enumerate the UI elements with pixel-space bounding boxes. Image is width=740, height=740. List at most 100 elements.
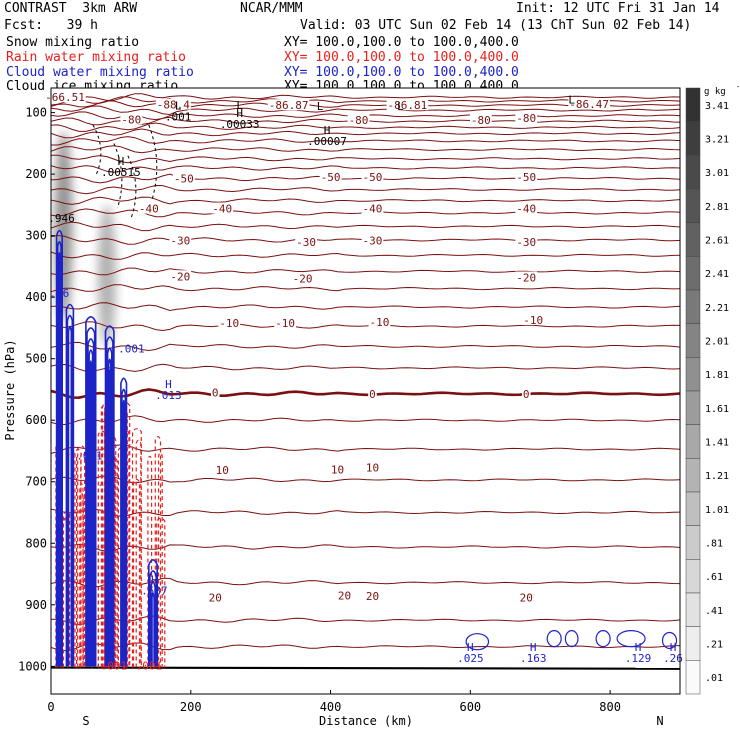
cloud-water-contour-9 [87,338,95,667]
temperature-label-26: -10 [370,316,390,329]
extremum-symbol-3: L [317,100,324,113]
temperature-contour-7 [51,128,680,139]
extremum-symbol-2: H [236,107,243,120]
extremum-value-7: .00515 [101,166,141,179]
extremum-symbol-13: H [151,573,158,586]
temperature-contour-29 [51,508,680,517]
rain-contour-26 [132,478,141,668]
temperature-label-bg-19 [361,234,384,246]
cloud-water-contour-0 [55,229,63,667]
colorbar-label-0: 3.41 [705,101,729,112]
temperature-label-bg-6 [347,113,370,125]
colorbar-box-0 [685,87,701,122]
colorbar-label-12: 1.01 [705,505,729,516]
extremum-value-17: .26 [663,652,683,665]
extremum-value-13: .587 [141,584,168,597]
field-xy-cloud-water: XY= 100.0,100.0 to 100.0,400.0 [284,65,519,80]
temperature-label-bg-13 [137,202,160,214]
temperature-label-bg-28 [210,386,220,398]
extremum-value-0: .001 [165,111,192,124]
temperature-label-22: -20 [293,273,313,286]
temperature-label-bg-4 [568,97,610,109]
extremum-value-19: .001 [136,659,163,672]
model-title: CONTRAST 3km ARW [4,1,138,16]
rain-contour-29 [131,428,142,668]
temperature-label-3: -86.81 [388,99,428,112]
colorbar-box-14 [685,559,701,594]
colorbar-box-16 [685,626,701,661]
temperature-contour-30 [51,543,680,552]
cloud-water-contour-16 [107,358,112,667]
extremum-symbol-0: L [175,100,182,113]
temperature-contour-25 [51,388,680,400]
temperature-label-bg-11 [361,171,384,183]
temperature-label-29: 0 [369,388,376,401]
temperature-label-30: 0 [523,388,530,401]
temperature-label-16: -40 [516,203,536,216]
temperature-label-0: -66.51 [45,91,85,104]
compass-north: N [656,714,663,728]
extremum-symbol-1: L [236,99,243,112]
colorbar-label-2: 3.01 [705,168,729,179]
cloud-ice-contour-2 [127,155,137,218]
temperature-contour-10 [51,154,680,164]
temperature-label-35: 20 [338,590,351,603]
temperature-label-bg-17 [169,234,192,246]
colorbar-box-1 [685,121,701,156]
temperature-label-9: -50 [174,172,194,185]
colorbar-box-11 [685,458,701,493]
temperature-label-bg-5 [120,113,143,125]
cloud-water-contour-19 [121,388,127,667]
temperature-label-31: 10 [216,464,229,477]
temperature-label-bg-14 [211,202,234,214]
cloud-water-contour-5 [66,314,74,667]
rain-contour-15 [147,455,153,668]
x-tick-label-2: 400 [320,700,342,714]
extremum-value-10: .001 [118,343,145,356]
cloud-water-contour-4 [65,303,75,667]
temperature-label-bg-26 [368,315,391,327]
temperature-label-bg-3 [386,99,429,111]
init-time: Init: 12 UTC Fri 31 Jan 14 [516,1,720,16]
temperature-label-bg-31 [214,464,230,476]
colorbar-box-13 [685,525,701,560]
x-tick-label-3: 600 [459,700,481,714]
temperature-label-bg-21 [169,270,192,282]
temperature-label-bg-22 [291,272,314,284]
field-name-cloud-water: Cloud water mixing ratio [6,65,194,80]
extremum-symbol-11: H [165,378,172,391]
cloud-water-contour-11 [89,360,93,667]
temperature-contour-26 [51,415,680,426]
cloud-water-contour-21 [148,559,158,667]
cloud-water-cell-4 [616,630,646,648]
temperature-label-14: -40 [212,203,232,216]
colorbar-box-12 [685,491,701,526]
temperature-label-bg-12 [515,171,538,183]
cloud-water-contour-12 [89,371,92,667]
cloud-water-contour-15 [106,347,113,667]
snow-plume-1 [97,204,116,347]
temperature-label-19: -30 [363,235,383,248]
colorbar-box-4 [685,222,701,257]
colorbar-label-9: 1.61 [705,404,729,415]
x-tick-label-1: 200 [180,700,202,714]
rain-contour-28 [77,445,86,668]
cloud-ice-contour-1 [113,143,123,209]
temperature-label-bg-7 [469,113,492,125]
cloud-water-contour-22 [149,570,157,667]
colorbar-box-8 [685,357,701,392]
cloud-water-cell-2 [564,630,579,648]
temperature-label-28: 0 [212,387,219,400]
temperature-label-bg-34 [207,591,223,603]
temperature-label-bg-35 [336,589,353,601]
colorbar-label-17: .01 [705,673,723,684]
temperature-contour-6 [51,122,680,132]
temperature-label-bg-1 [155,98,191,110]
temperature-label-24: -10 [219,317,239,330]
colorbar-label-10: 1.41 [705,438,729,449]
temperature-label-32: 10 [331,463,344,476]
temperature-label-bg-20 [515,235,538,247]
plot-frame [50,87,681,695]
colorbar-box-2 [685,155,701,190]
